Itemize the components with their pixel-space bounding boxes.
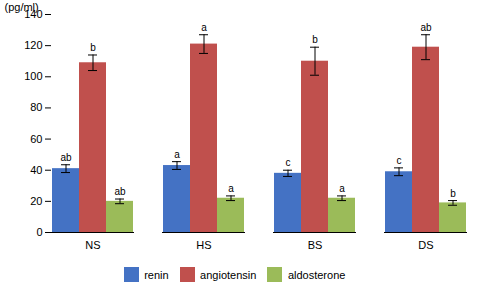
svg-text:a: a	[201, 22, 207, 33]
html-text:angiotensin: angiotensin	[200, 268, 257, 281]
html-text:aldosterone: aldosterone	[287, 268, 346, 281]
svg-text:a: a	[339, 183, 345, 194]
svg-text:20: 20	[30, 195, 42, 207]
svg-text:80: 80	[30, 101, 42, 113]
svg-text:60: 60	[30, 133, 42, 145]
svg-text:a: a	[228, 183, 234, 194]
svg-text:c: c	[397, 155, 402, 166]
svg-text:(pg/ml): (pg/ml)	[5, 1, 39, 13]
svg-text:0: 0	[36, 226, 42, 238]
svg-text:140: 140	[24, 8, 43, 20]
svg-text:a: a	[174, 149, 180, 160]
svg-text:BS: BS	[308, 239, 323, 251]
svg-text:100: 100	[24, 70, 42, 82]
svg-text:b: b	[312, 34, 318, 45]
svg-text:ab: ab	[60, 152, 72, 163]
svg-text:DS: DS	[418, 239, 433, 251]
svg-text:c: c	[286, 157, 291, 168]
html-text:renin: renin	[144, 268, 169, 281]
svg-text:b: b	[450, 188, 456, 199]
svg-text:b: b	[90, 42, 96, 53]
svg-text:120: 120	[24, 39, 42, 51]
svg-text:NS: NS	[85, 239, 100, 251]
svg-text:ab: ab	[114, 186, 126, 197]
svg-text:HS: HS	[196, 239, 211, 251]
svg-text:ab: ab	[420, 22, 432, 33]
svg-text:40: 40	[30, 164, 42, 176]
